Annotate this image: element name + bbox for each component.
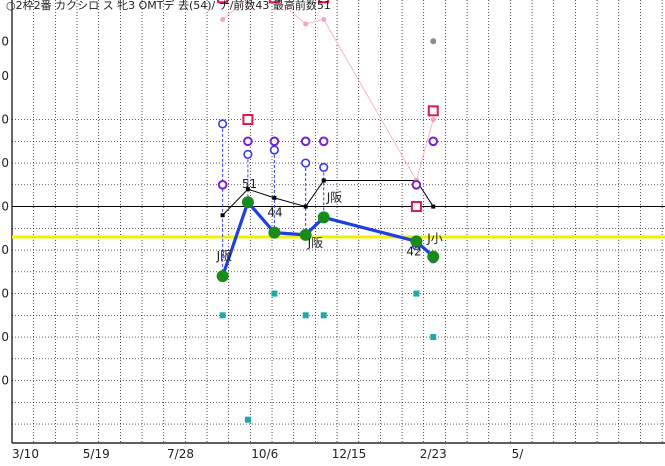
- teal-square-marker: [320, 312, 327, 319]
- purple-ring-marker: [318, 136, 329, 147]
- main-point: [216, 270, 229, 283]
- purple-ring-marker: [217, 180, 228, 190]
- blue-ring-marker: [319, 162, 329, 172]
- series-markers: [216, 0, 440, 423]
- point-label: J小: [426, 232, 443, 246]
- main-point: [268, 226, 281, 239]
- gray-dot: [430, 38, 437, 45]
- x-tick-label: 2/23: [420, 447, 447, 461]
- red-square-marker: [410, 201, 422, 213]
- pink-point: [321, 17, 327, 22]
- point-label: J阪: [326, 190, 343, 204]
- point-label: 44: [267, 206, 282, 220]
- y-tick-label: 0: [1, 69, 9, 83]
- teal-square-marker: [219, 312, 226, 319]
- blue-ring-marker: [269, 145, 279, 155]
- point-label: J阪: [216, 249, 233, 263]
- blue-ring-marker: [301, 158, 311, 168]
- black-point: [321, 178, 326, 183]
- teal-square-marker: [271, 290, 278, 297]
- teal-square-marker: [430, 334, 437, 341]
- red-square-marker: [242, 114, 254, 126]
- teal-square-marker: [244, 416, 251, 423]
- pink-point: [220, 17, 226, 22]
- purple-ring-marker: [300, 136, 311, 147]
- point-label: 42: [406, 244, 421, 258]
- y-tick-label: 0: [1, 200, 9, 214]
- blue-ring-marker: [243, 149, 253, 159]
- main-point: [241, 196, 254, 209]
- point-labels: J阪 51 44 J阪 J阪 42 J小: [216, 177, 443, 263]
- main-point: [427, 250, 440, 263]
- y-tick-label: 0: [1, 156, 9, 170]
- y-tick-label: 0: [1, 34, 9, 48]
- purple-ring-marker: [269, 136, 280, 147]
- x-tick-labels: 3/10 5/19 7/28 10/6 12/15 2/23 5/: [12, 447, 524, 461]
- black-point: [303, 204, 308, 209]
- teal-square-marker: [302, 312, 309, 319]
- blue-ring-marker: [218, 119, 228, 129]
- grid-lines: [11, 0, 665, 444]
- main-point: [317, 211, 330, 224]
- pink-point: [303, 21, 309, 27]
- black-point: [272, 195, 277, 200]
- black-point: [431, 204, 436, 209]
- red-square-marker: [318, 0, 330, 4]
- x-tick-label: 5/: [512, 447, 525, 461]
- red-square-marker: [268, 0, 280, 4]
- y-tick-label: 0: [1, 113, 9, 127]
- y-tick-label: 0: [1, 374, 9, 388]
- y-tick-label: 0: [1, 287, 9, 301]
- y-tick-label: 0: [1, 330, 9, 344]
- purple-ring-marker: [411, 180, 422, 190]
- black-point: [220, 213, 225, 218]
- x-tick-label: 12/15: [332, 447, 367, 461]
- pink-point: [430, 117, 436, 123]
- point-label: J阪: [307, 236, 324, 250]
- y-tick-label: 0: [1, 243, 9, 257]
- teal-square-marker: [413, 290, 420, 297]
- x-tick-label: 7/28: [167, 447, 194, 461]
- main-point: [299, 228, 312, 241]
- main-point: [410, 235, 423, 248]
- y-tick-labels: 0 0 0 0 0 0 0 0 0: [1, 34, 9, 387]
- black-point: [245, 187, 250, 192]
- red-square-marker: [427, 105, 439, 117]
- x-tick-label: 3/10: [12, 447, 39, 461]
- chart-title: ○2枠2番 カクシロ ス 牝3 OMTデ 去(54)/ ナ/前数43 最高前数5…: [6, 0, 331, 12]
- purple-ring-marker: [243, 136, 253, 147]
- point-label: 51: [242, 177, 257, 191]
- x-tick-label: 10/6: [251, 447, 278, 461]
- x-tick-label: 5/19: [83, 447, 110, 461]
- red-square-marker: [217, 0, 229, 4]
- purple-ring-marker: [428, 136, 439, 147]
